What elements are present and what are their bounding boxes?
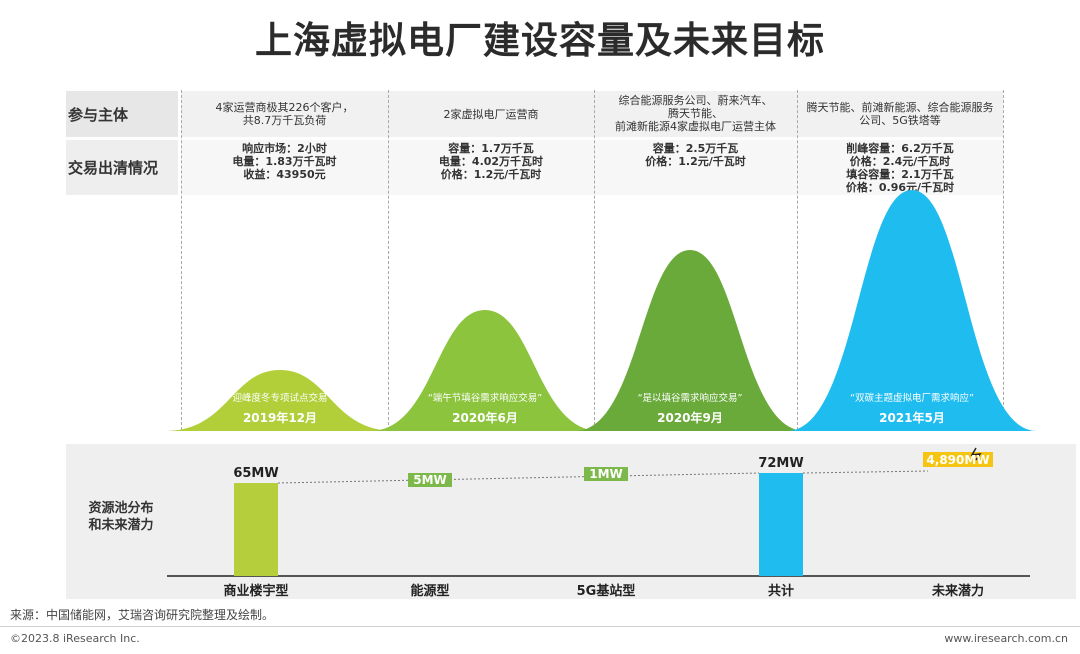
bar (234, 483, 278, 576)
participants-cell: 综合能源服务公司、蔚来汽车、 腾天节能、 前滩新能源4家虚拟电厂运营主体 (594, 94, 797, 133)
participants-cell-line: 4家运营商极其226个客户， (215, 101, 354, 114)
transactions-cell-line: 价格：0.96元/千瓦时 (845, 181, 955, 194)
category-label: 共计 (768, 583, 794, 599)
timeline-hill (787, 190, 1037, 431)
participants-cell: 4家运营商极其226个客户， 共8.7万千瓦负荷 (181, 101, 388, 127)
copyright: ©2023.8 iResearch Inc. (10, 632, 140, 645)
timeline-hill (575, 250, 805, 431)
resource-pool-label-line: 和未来潜力 (88, 518, 154, 533)
footer-divider (0, 626, 1080, 627)
category-label: 5G基站型 (577, 583, 636, 599)
transactions-cell: 容量：1.7万千瓦 电量：4.02万千瓦时 价格：1.2元/千瓦时 (388, 142, 594, 181)
transactions-band (181, 140, 1003, 195)
participants-cell-line: 前滩新能源4家虚拟电厂运营主体 (615, 120, 776, 133)
bar (584, 467, 628, 481)
break-mark-icon (970, 447, 982, 461)
column-divider (388, 90, 389, 430)
transactions-cell-line: 响应市场：2小时 (242, 142, 327, 155)
participants-cell-line: 2家虚拟电厂运营商 (443, 108, 539, 121)
bar-value-label: 72MW (758, 456, 803, 471)
transactions-cell: 响应市场：2小时 电量：1.83万千瓦时 收益：43950元 (181, 142, 388, 181)
bar-value-label: 1MW (589, 467, 623, 481)
row-label-transactions: 交易出清情况 (66, 140, 178, 195)
event-label: “端午节填谷需求响应交易” (428, 392, 542, 404)
transactions-cell-line: 削峰容量：6.2万千瓦 (846, 142, 954, 155)
bar-value-label: 5MW (413, 473, 447, 487)
transactions-cell-line: 填谷容量：2.1万千瓦 (846, 168, 954, 181)
event-date: 2020年6月 (452, 410, 518, 425)
participants-band (181, 91, 1003, 137)
event-date: 2021年5月 (879, 410, 945, 425)
participants-cell-line: 公司、5G铁塔等 (859, 114, 941, 127)
column-divider (797, 90, 798, 430)
bar-value-label: 4,890MW (926, 453, 989, 467)
bar-value-label: 65MW (233, 466, 278, 481)
bar (408, 473, 452, 487)
connector-line (802, 470, 929, 474)
column-divider (1003, 90, 1004, 430)
bar (759, 473, 803, 576)
column-divider (594, 90, 595, 430)
transactions-cell-line: 价格：1.2元/千瓦时 (440, 168, 542, 181)
source-note: 来源：中国储能网，艾瑞咨询研究院整理及绘制。 (10, 608, 275, 622)
resource-pool-label-line: 资源池分布 (88, 501, 154, 516)
transactions-cell-line: 收益：43950元 (243, 168, 326, 181)
bar (923, 452, 993, 467)
website-link[interactable]: www.iresearch.com.cn (944, 632, 1068, 645)
timeline-hill (165, 370, 395, 431)
transactions-cell-line: 容量：1.7万千瓦 (448, 142, 534, 155)
participants-cell-line: 腾天节能、前滩新能源、综合能源服务 (806, 101, 994, 114)
transactions-cell-line: 容量：2.5万千瓦 (652, 142, 739, 155)
participants-cell: 腾天节能、前滩新能源、综合能源服务 公司、5G铁塔等 (797, 101, 1003, 127)
event-label: “双碳主题虚拟电厂需求响应” (850, 392, 974, 404)
transactions-cell-line: 价格：2.4元/千瓦时 (849, 155, 951, 168)
connector-line (277, 472, 760, 484)
event-label: “迎峰度冬专项试点交易” (228, 392, 333, 404)
timeline-hill (370, 310, 600, 431)
transactions-cell: 削峰容量：6.2万千瓦 价格：2.4元/千瓦时 填谷容量：2.1万千瓦 价格：0.96… (797, 142, 1003, 194)
category-label: 能源型 (410, 583, 449, 599)
participants-cell-line: 共8.7万千瓦负荷 (242, 114, 327, 127)
event-label: “是以填谷需求响应交易” (638, 392, 743, 404)
resource-pool-label: 资源池分布 和未来潜力 (66, 500, 176, 534)
transactions-cell-line: 电量：1.83万千瓦时 (232, 155, 337, 168)
participants-cell-line: 综合能源服务公司、蔚来汽车、 (618, 94, 773, 107)
event-date: 2019年12月 (243, 410, 317, 425)
participants-cell: 2家虚拟电厂运营商 (388, 108, 594, 121)
transactions-cell-line: 价格：1.2元/千瓦时 (645, 155, 746, 168)
category-label: 未来潜力 (931, 583, 984, 599)
transactions-cell: 容量：2.5万千瓦 价格：1.2元/千瓦时 (594, 142, 797, 168)
category-label: 商业楼宇型 (223, 583, 288, 599)
event-date: 2020年9月 (657, 410, 723, 425)
participants-cell-line: 腾天节能、 (668, 107, 723, 120)
page-title: 上海虚拟电厂建设容量及未来目标 (255, 19, 825, 62)
transactions-cell-line: 电量：4.02万千瓦时 (438, 155, 544, 168)
column-divider (181, 90, 182, 430)
row-label-participants: 参与主体 (66, 91, 178, 137)
